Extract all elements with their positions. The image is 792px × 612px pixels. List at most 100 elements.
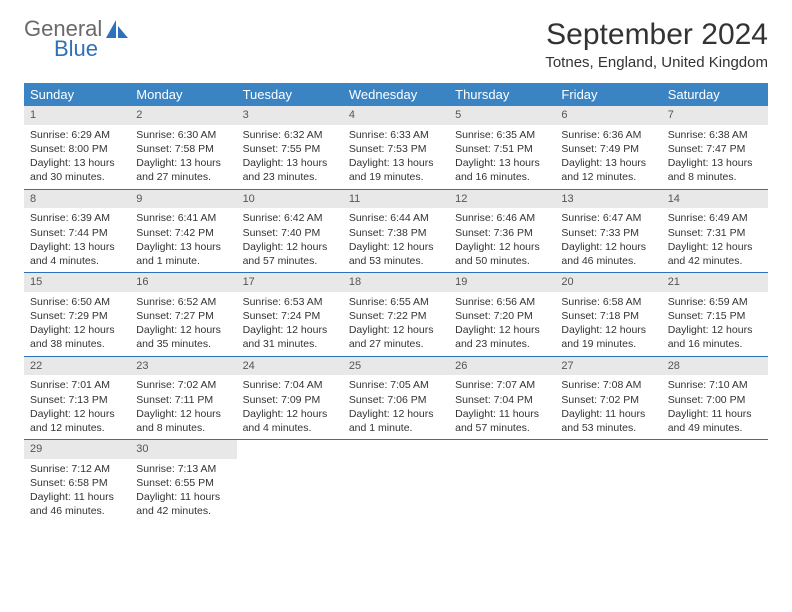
day-number: 21: [662, 273, 768, 292]
day-number: 3: [237, 106, 343, 125]
day-number: 20: [555, 273, 661, 292]
calendar-cell: 5Sunrise: 6:35 AMSunset: 7:51 PMDaylight…: [449, 106, 555, 189]
daylight-text-2: and 42 minutes.: [136, 504, 230, 518]
day-number: 2: [130, 106, 236, 125]
day-number: 26: [449, 357, 555, 376]
sunset-text: Sunset: 7:38 PM: [349, 226, 443, 240]
day-body: Sunrise: 7:01 AMSunset: 7:13 PMDaylight:…: [24, 375, 130, 439]
calendar-cell: 25Sunrise: 7:05 AMSunset: 7:06 PMDayligh…: [343, 356, 449, 440]
sunset-text: Sunset: 7:11 PM: [136, 393, 230, 407]
sunset-text: Sunset: 7:36 PM: [455, 226, 549, 240]
sunrise-text: Sunrise: 6:46 AM: [455, 211, 549, 225]
sunset-text: Sunset: 7:31 PM: [668, 226, 762, 240]
daylight-text-2: and 16 minutes.: [455, 170, 549, 184]
sunset-text: Sunset: 7:49 PM: [561, 142, 655, 156]
sunrise-text: Sunrise: 7:12 AM: [30, 462, 124, 476]
sunrise-text: Sunrise: 6:42 AM: [243, 211, 337, 225]
day-body: Sunrise: 6:39 AMSunset: 7:44 PMDaylight:…: [24, 208, 130, 272]
daylight-text-2: and 27 minutes.: [136, 170, 230, 184]
logo: General Blue: [24, 18, 130, 60]
day-body: Sunrise: 6:29 AMSunset: 8:00 PMDaylight:…: [24, 125, 130, 189]
daylight-text-1: Daylight: 12 hours: [349, 240, 443, 254]
weekday-header: Wednesday: [343, 83, 449, 106]
daylight-text-1: Daylight: 12 hours: [136, 407, 230, 421]
sunrise-text: Sunrise: 7:04 AM: [243, 378, 337, 392]
sunset-text: Sunset: 7:58 PM: [136, 142, 230, 156]
daylight-text-2: and 57 minutes.: [455, 421, 549, 435]
calendar-cell: 28Sunrise: 7:10 AMSunset: 7:00 PMDayligh…: [662, 356, 768, 440]
daylight-text-1: Daylight: 13 hours: [30, 240, 124, 254]
sunrise-text: Sunrise: 6:38 AM: [668, 128, 762, 142]
day-number: 27: [555, 357, 661, 376]
day-number: 7: [662, 106, 768, 125]
daylight-text-1: Daylight: 13 hours: [136, 156, 230, 170]
sunrise-text: Sunrise: 6:35 AM: [455, 128, 549, 142]
daylight-text-2: and 23 minutes.: [243, 170, 337, 184]
daylight-text-1: Daylight: 12 hours: [349, 407, 443, 421]
day-body: Sunrise: 7:02 AMSunset: 7:11 PMDaylight:…: [130, 375, 236, 439]
daylight-text-1: Daylight: 12 hours: [668, 240, 762, 254]
sunset-text: Sunset: 7:06 PM: [349, 393, 443, 407]
daylight-text-1: Daylight: 12 hours: [243, 323, 337, 337]
logo-text: General Blue: [24, 18, 102, 60]
daylight-text-1: Daylight: 12 hours: [561, 240, 655, 254]
daylight-text-1: Daylight: 12 hours: [455, 240, 549, 254]
day-body: Sunrise: 7:12 AMSunset: 6:58 PMDaylight:…: [24, 459, 130, 523]
calendar-cell: 26Sunrise: 7:07 AMSunset: 7:04 PMDayligh…: [449, 356, 555, 440]
daylight-text-2: and 30 minutes.: [30, 170, 124, 184]
sunrise-text: Sunrise: 7:01 AM: [30, 378, 124, 392]
calendar-cell: 3Sunrise: 6:32 AMSunset: 7:55 PMDaylight…: [237, 106, 343, 189]
day-number: 6: [555, 106, 661, 125]
daylight-text-2: and 53 minutes.: [561, 421, 655, 435]
sunrise-text: Sunrise: 6:39 AM: [30, 211, 124, 225]
day-body: Sunrise: 7:07 AMSunset: 7:04 PMDaylight:…: [449, 375, 555, 439]
daylight-text-1: Daylight: 11 hours: [136, 490, 230, 504]
calendar-table: Sunday Monday Tuesday Wednesday Thursday…: [24, 83, 768, 523]
sunrise-text: Sunrise: 6:30 AM: [136, 128, 230, 142]
daylight-text-2: and 4 minutes.: [30, 254, 124, 268]
daylight-text-1: Daylight: 12 hours: [349, 323, 443, 337]
calendar-row: 1Sunrise: 6:29 AMSunset: 8:00 PMDaylight…: [24, 106, 768, 189]
calendar-cell: 23Sunrise: 7:02 AMSunset: 7:11 PMDayligh…: [130, 356, 236, 440]
daylight-text-2: and 12 minutes.: [30, 421, 124, 435]
sunset-text: Sunset: 7:24 PM: [243, 309, 337, 323]
daylight-text-2: and 42 minutes.: [668, 254, 762, 268]
sunset-text: Sunset: 7:18 PM: [561, 309, 655, 323]
sunset-text: Sunset: 6:55 PM: [136, 476, 230, 490]
sunrise-text: Sunrise: 6:58 AM: [561, 295, 655, 309]
logo-word2: Blue: [54, 38, 102, 60]
sunrise-text: Sunrise: 7:05 AM: [349, 378, 443, 392]
daylight-text-2: and 1 minute.: [136, 254, 230, 268]
calendar-cell: 2 Sunrise: 6:30 AMSunset: 7:58 PMDaylight…: [130, 106, 236, 189]
calendar-row: 15Sunrise: 6:50 AMSunset: 7:29 PMDayligh…: [24, 273, 768, 357]
daylight-text-1: Daylight: 11 hours: [30, 490, 124, 504]
calendar-cell: [555, 440, 661, 523]
day-number: 10: [237, 190, 343, 209]
location: Totnes, England, United Kingdom: [545, 54, 768, 71]
calendar-cell: 19Sunrise: 6:56 AMSunset: 7:20 PMDayligh…: [449, 273, 555, 357]
daylight-text-1: Daylight: 11 hours: [561, 407, 655, 421]
day-number: 28: [662, 357, 768, 376]
day-body: Sunrise: 7:05 AMSunset: 7:06 PMDaylight:…: [343, 375, 449, 439]
daylight-text-2: and 46 minutes.: [30, 504, 124, 518]
calendar-cell: 7Sunrise: 6:38 AMSunset: 7:47 PMDaylight…: [662, 106, 768, 189]
day-body: Sunrise: 7:04 AMSunset: 7:09 PMDaylight:…: [237, 375, 343, 439]
weekday-header: Friday: [555, 83, 661, 106]
sunrise-text: Sunrise: 7:02 AM: [136, 378, 230, 392]
day-body: Sunrise: 6:56 AMSunset: 7:20 PMDaylight:…: [449, 292, 555, 356]
day-body: Sunrise: 6:50 AMSunset: 7:29 PMDaylight:…: [24, 292, 130, 356]
sunrise-text: Sunrise: 6:56 AM: [455, 295, 549, 309]
daylight-text-1: Daylight: 12 hours: [136, 323, 230, 337]
daylight-text-1: Daylight: 13 hours: [30, 156, 124, 170]
sunset-text: Sunset: 7:47 PM: [668, 142, 762, 156]
daylight-text-1: Daylight: 11 hours: [455, 407, 549, 421]
calendar-cell: 22Sunrise: 7:01 AMSunset: 7:13 PMDayligh…: [24, 356, 130, 440]
daylight-text-1: Daylight: 12 hours: [561, 323, 655, 337]
calendar-cell: 12Sunrise: 6:46 AMSunset: 7:36 PMDayligh…: [449, 189, 555, 273]
sunset-text: Sunset: 7:33 PM: [561, 226, 655, 240]
calendar-row: 29Sunrise: 7:12 AMSunset: 6:58 PMDayligh…: [24, 440, 768, 523]
sunset-text: Sunset: 7:09 PM: [243, 393, 337, 407]
daylight-text-2: and 1 minute.: [349, 421, 443, 435]
weekday-header: Saturday: [662, 83, 768, 106]
day-body: Sunrise: 7:13 AMSunset: 6:55 PMDaylight:…: [130, 459, 236, 523]
